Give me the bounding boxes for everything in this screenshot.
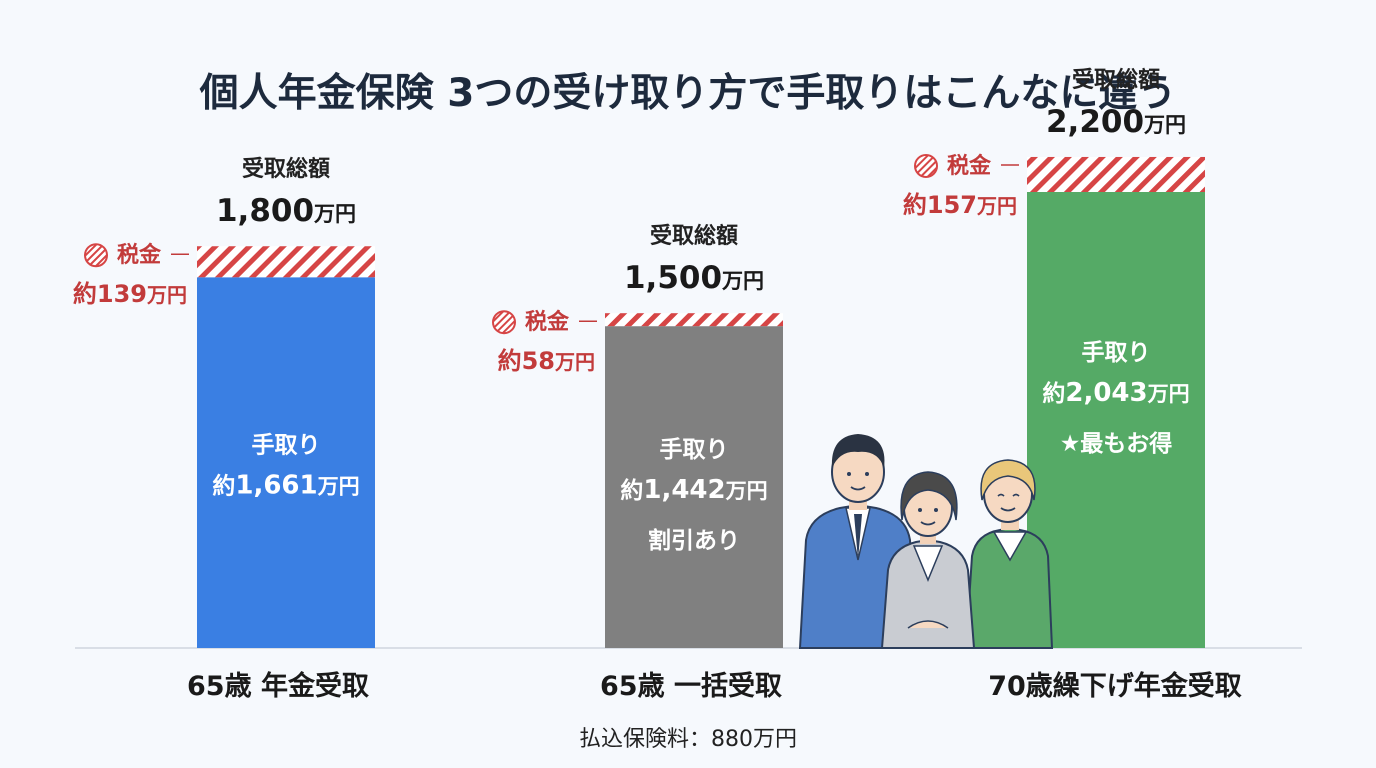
category-label: 70歳繰下げ年金受取 — [988, 670, 1242, 702]
people-illustration — [798, 434, 1054, 649]
net-bar — [605, 326, 783, 648]
tax-hatch-icon — [492, 310, 516, 335]
net-value: 約1,442万円 — [620, 475, 767, 505]
premium-footnote: 払込保険料：880万円 — [579, 727, 797, 752]
senior-woman-figure — [964, 459, 1054, 649]
net-label: 手取り — [252, 433, 321, 459]
chart-title: 個人年金保険 3つの受け取り方で手取りはこんなに違う — [199, 71, 1177, 116]
net-bar — [197, 277, 375, 648]
total-value: 1,500万円 — [624, 260, 764, 296]
net-value: 約2,043万円 — [1042, 378, 1189, 408]
tax-label: 税金 — [947, 153, 992, 179]
bar-note: ★最もお得 — [1060, 430, 1173, 457]
tax-hatch-icon — [914, 153, 938, 178]
tax-value: 約157万円 — [903, 191, 1017, 219]
bars-layer — [197, 156, 1205, 649]
tax-value: 約58万円 — [498, 347, 595, 375]
category-label: 65歳 一括受取 — [600, 670, 782, 702]
net-bar — [1027, 192, 1205, 649]
tax-hatch-icon — [84, 243, 108, 268]
tax-bar — [197, 246, 375, 278]
net-label: 手取り — [660, 437, 729, 463]
total-value: 2,200万円 — [1046, 104, 1186, 140]
woman-figure — [880, 471, 976, 649]
total-label: 受取総額 — [650, 223, 738, 249]
total-label: 受取総額 — [1072, 67, 1160, 93]
tax-label: 税金 — [525, 309, 570, 335]
total-label: 受取総額 — [242, 156, 330, 182]
tax-bar — [605, 313, 783, 327]
tax-value: 約139万円 — [73, 280, 187, 308]
tax-bar — [1027, 156, 1205, 193]
net-value: 約1,661万円 — [212, 471, 359, 501]
category-label: 65歳 年金受取 — [187, 670, 369, 702]
bar-note: 割引あり — [648, 527, 740, 554]
net-label: 手取り — [1082, 340, 1151, 366]
tax-label: 税金 — [117, 242, 162, 268]
total-value: 1,800万円 — [216, 193, 356, 229]
